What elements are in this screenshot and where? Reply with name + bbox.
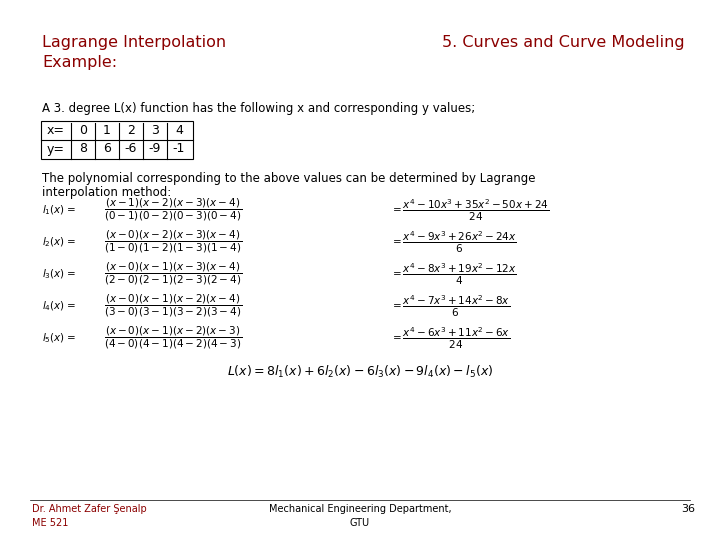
Text: x=: x= <box>47 125 65 138</box>
Text: $\mathit{l}_5(x) =$: $\mathit{l}_5(x) =$ <box>42 331 76 345</box>
Text: Mechanical Engineering Department,
GTU: Mechanical Engineering Department, GTU <box>269 504 451 528</box>
Text: The polynomial corresponding to the above values can be determined by Lagrange: The polynomial corresponding to the abov… <box>42 172 536 185</box>
Text: $\mathit{l}_3(x) =$: $\mathit{l}_3(x) =$ <box>42 267 76 281</box>
Text: $= \dfrac{x^4-6x^3+11x^2-6x}{24}$: $= \dfrac{x^4-6x^3+11x^2-6x}{24}$ <box>390 326 510 350</box>
Text: $\dfrac{(x-1)(x-2)(x-3)(x-4)}{(0-1)(0-2)(0-3)(0-4)}$: $\dfrac{(x-1)(x-2)(x-3)(x-4)}{(0-1)(0-2)… <box>104 197 242 223</box>
Text: interpolation method:: interpolation method: <box>42 186 171 199</box>
Text: 8: 8 <box>79 143 87 156</box>
Text: $\dfrac{(x-0)(x-1)(x-3)(x-4)}{(2-0)(2-1)(2-3)(2-4)}$: $\dfrac{(x-0)(x-1)(x-3)(x-4)}{(2-0)(2-1)… <box>104 261 242 287</box>
Text: $\dfrac{(x-0)(x-1)(x-2)(x-4)}{(3-0)(3-1)(3-2)(3-4)}$: $\dfrac{(x-0)(x-1)(x-2)(x-4)}{(3-0)(3-1)… <box>104 293 242 319</box>
Text: 2: 2 <box>127 125 135 138</box>
Text: 36: 36 <box>681 504 695 514</box>
Text: -9: -9 <box>149 143 161 156</box>
Text: $= \dfrac{x^4-8x^3+19x^2-12x}{4}$: $= \dfrac{x^4-8x^3+19x^2-12x}{4}$ <box>390 261 517 287</box>
Text: 1: 1 <box>103 125 111 138</box>
Text: Dr. Ahmet Zafer Şenalp
ME 521: Dr. Ahmet Zafer Şenalp ME 521 <box>32 504 147 528</box>
Text: $\mathit{l}_2(x) =$: $\mathit{l}_2(x) =$ <box>42 235 76 249</box>
Text: $\mathit{l}_4(x) =$: $\mathit{l}_4(x) =$ <box>42 299 76 313</box>
Text: A 3. degree L(x) function has the following x and corresponding y values;: A 3. degree L(x) function has the follow… <box>42 102 475 115</box>
Text: $\dfrac{(x-0)(x-2)(x-3)(x-4)}{(1-0)(1-2)(1-3)(1-4)}$: $\dfrac{(x-0)(x-2)(x-3)(x-4)}{(1-0)(1-2)… <box>104 229 242 255</box>
Text: 4: 4 <box>175 125 183 138</box>
Text: $= \dfrac{x^4-10x^3+35x^2-50x+24}{24}$: $= \dfrac{x^4-10x^3+35x^2-50x+24}{24}$ <box>390 198 549 222</box>
Text: 5. Curves and Curve Modeling: 5. Curves and Curve Modeling <box>442 35 685 50</box>
Text: -1: -1 <box>173 143 185 156</box>
Text: -6: -6 <box>125 143 138 156</box>
Text: Lagrange Interpolation
Example:: Lagrange Interpolation Example: <box>42 35 226 70</box>
Text: 6: 6 <box>103 143 111 156</box>
Text: $= \dfrac{x^4-7x^3+14x^2-8x}{6}$: $= \dfrac{x^4-7x^3+14x^2-8x}{6}$ <box>390 293 510 319</box>
Text: $\dfrac{(x-0)(x-1)(x-2)(x-3)}{(4-0)(4-1)(4-2)(4-3)}$: $\dfrac{(x-0)(x-1)(x-2)(x-3)}{(4-0)(4-1)… <box>104 325 242 351</box>
Text: y=: y= <box>47 143 65 156</box>
Bar <box>41 121 193 159</box>
Text: $= \dfrac{x^4-9x^3+26x^2-24x}{6}$: $= \dfrac{x^4-9x^3+26x^2-24x}{6}$ <box>390 230 517 254</box>
Text: 3: 3 <box>151 125 159 138</box>
Text: 0: 0 <box>79 125 87 138</box>
Text: $L(x) = 8\mathit{l}_1(x) + 6\mathit{l}_2(x) - 6\mathit{l}_3(x) - 9\mathit{l}_4(x: $L(x) = 8\mathit{l}_1(x) + 6\mathit{l}_2… <box>227 364 493 380</box>
Text: $\mathit{l}_1(x) =$: $\mathit{l}_1(x) =$ <box>42 203 76 217</box>
